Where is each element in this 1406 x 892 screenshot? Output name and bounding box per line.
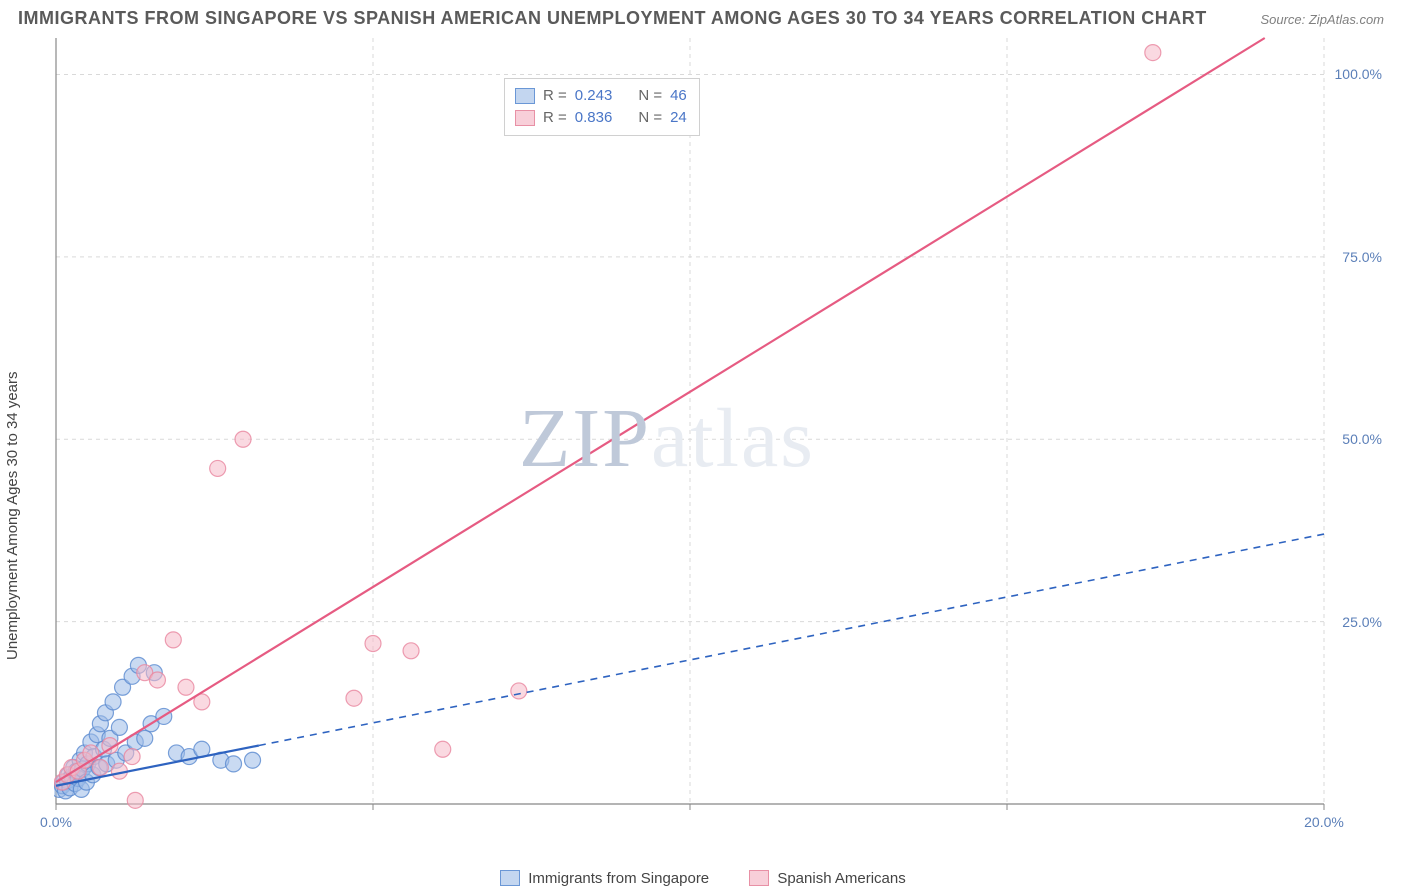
chart-canvas (54, 36, 1384, 846)
r-label: R = (543, 85, 567, 107)
r-value-singapore: 0.243 (575, 85, 613, 107)
scatter-plot: ZIPatlas R = 0.243 N = 46 R = 0.836 N = … (54, 36, 1384, 846)
x-tick-label: 0.0% (40, 814, 72, 830)
swatch-spanish-icon (749, 870, 769, 886)
n-value-spanish: 24 (670, 107, 687, 129)
legend-row-spanish: R = 0.836 N = 24 (515, 107, 687, 129)
y-tick-label: 75.0% (1342, 249, 1382, 265)
n-value-singapore: 46 (670, 85, 687, 107)
x-tick-label: 20.0% (1304, 814, 1344, 830)
correlation-legend: R = 0.243 N = 46 R = 0.836 N = 24 (504, 78, 700, 136)
y-tick-label: 50.0% (1342, 431, 1382, 447)
r-label: R = (543, 107, 567, 129)
y-tick-label: 25.0% (1342, 614, 1382, 630)
swatch-singapore-icon (500, 870, 520, 886)
legend-label-spanish: Spanish Americans (777, 870, 905, 887)
y-tick-label: 100.0% (1335, 66, 1382, 82)
series-legend: Immigrants from Singapore Spanish Americ… (0, 870, 1406, 891)
swatch-singapore (515, 88, 535, 104)
n-label: N = (638, 85, 662, 107)
source-attribution: Source: ZipAtlas.com (1260, 12, 1384, 27)
r-value-spanish: 0.836 (575, 107, 613, 129)
swatch-spanish (515, 110, 535, 126)
chart-title: IMMIGRANTS FROM SINGAPORE VS SPANISH AME… (18, 8, 1207, 29)
n-label: N = (638, 107, 662, 129)
legend-item-singapore: Immigrants from Singapore (500, 870, 709, 887)
legend-item-spanish: Spanish Americans (749, 870, 905, 887)
legend-row-singapore: R = 0.243 N = 46 (515, 85, 687, 107)
legend-label-singapore: Immigrants from Singapore (528, 870, 709, 887)
y-axis-label: Unemployment Among Ages 30 to 34 years (4, 371, 21, 660)
